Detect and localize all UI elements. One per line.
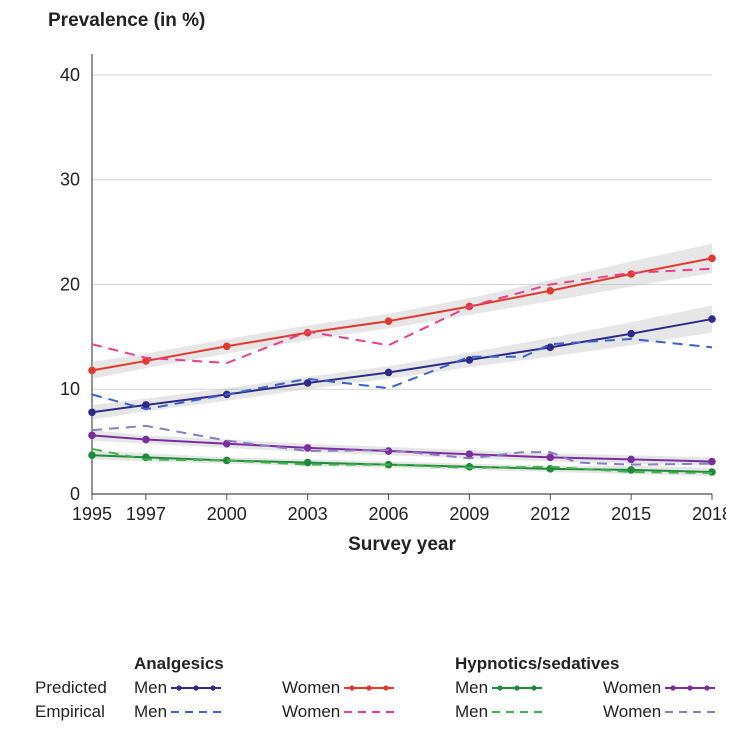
y-axis-title: Prevalence (in %) <box>48 10 205 32</box>
legend-women-analg-emp: Women <box>282 702 377 722</box>
svg-text:0: 0 <box>70 484 80 504</box>
svg-text:2003: 2003 <box>288 504 328 524</box>
legend-women-analg-pred: Women <box>282 678 377 698</box>
legend-header-analgesics: Analgesics <box>134 654 204 674</box>
chart-legend: Analgesics Hypnotics/sedatives Predicted… <box>35 654 716 722</box>
legend-header-hypnotics: Hypnotics/sedatives <box>455 654 525 674</box>
chart-plot-area: 0 10 20 30 40 1995 1997 2000 2003 2006 2009 2012 201… <box>20 10 726 580</box>
svg-text:20: 20 <box>60 274 80 294</box>
legend-row-predicted: Predicted <box>35 678 130 698</box>
svg-text:2006: 2006 <box>368 504 408 524</box>
legend-row-empirical: Empirical <box>35 702 130 722</box>
prevalence-chart: Prevalence (in %) 0 10 20 30 40 1995 1997 2000 2… <box>0 0 746 736</box>
svg-text:1995: 1995 <box>72 504 112 524</box>
legend-men-hypn-emp: Men <box>455 702 525 722</box>
svg-text:40: 40 <box>60 65 80 85</box>
legend-men-analg-pred: Men <box>134 678 204 698</box>
svg-text:2018: 2018 <box>692 504 726 524</box>
svg-text:Survey year: Survey year <box>348 534 456 555</box>
legend-men-hypn-pred: Men <box>455 678 525 698</box>
legend-women-hypn-emp: Women <box>603 702 673 722</box>
svg-text:10: 10 <box>60 379 80 399</box>
svg-text:30: 30 <box>60 170 80 190</box>
svg-text:2012: 2012 <box>530 504 570 524</box>
svg-text:2000: 2000 <box>207 504 247 524</box>
svg-text:2015: 2015 <box>611 504 651 524</box>
svg-text:2009: 2009 <box>449 504 489 524</box>
legend-women-hypn-pred: Women <box>603 678 673 698</box>
svg-text:1997: 1997 <box>126 504 166 524</box>
legend-men-analg-emp: Men <box>134 702 204 722</box>
